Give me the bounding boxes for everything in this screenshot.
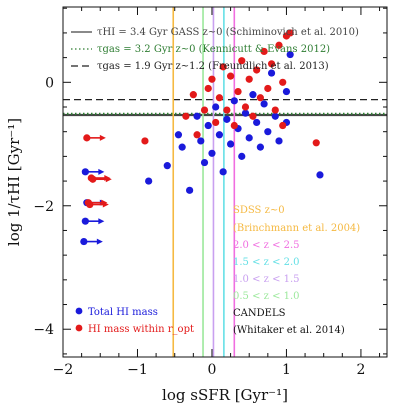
point-0-14 xyxy=(226,140,235,148)
y-tick-label-1: −2 xyxy=(33,199,54,215)
series-legend-label-1: HI mass within r_opt xyxy=(88,324,194,335)
point-0-3 xyxy=(178,143,186,151)
legend-marker-1 xyxy=(75,324,83,332)
legend-label-1: τgas = 3.2 Gyr z~0 (Kennicutt & Evans 20… xyxy=(97,44,330,55)
point-0-20 xyxy=(249,91,257,99)
point-0-22 xyxy=(256,143,264,151)
point-1-29 xyxy=(204,84,212,93)
point-1-12 xyxy=(234,87,242,96)
point-0-1 xyxy=(163,162,171,170)
legend-label-0: τHI = 3.4 Gyr GASS z~0 (Schiminovich et … xyxy=(97,27,359,38)
annotation-2: 2.0 < z < 2.5 xyxy=(233,240,300,251)
series-0 xyxy=(80,50,324,246)
point-1-16 xyxy=(249,112,257,120)
point-0-23 xyxy=(260,100,268,108)
point-1-14 xyxy=(241,103,250,111)
reference-lines xyxy=(63,7,387,357)
point-1-21 xyxy=(267,60,276,68)
x-tick-label-3: 1 xyxy=(282,362,291,378)
x-tick-label-1: −1 xyxy=(127,362,148,378)
point-0-4 xyxy=(186,186,194,194)
point-0-11 xyxy=(215,131,224,139)
point-0-0 xyxy=(145,177,153,185)
point-1-23 xyxy=(275,41,283,49)
point-1-15 xyxy=(245,75,253,83)
point-1-11 xyxy=(230,121,238,130)
point-0-31 xyxy=(316,171,324,179)
point-1-3 xyxy=(193,131,201,139)
point-1-6 xyxy=(212,118,220,127)
limit-arrow-head-1-4 xyxy=(105,176,112,183)
point-0-27 xyxy=(275,137,283,145)
annotation-0: SDSS z~0 xyxy=(233,205,285,216)
annotation-5: 0.5 < z < 1.0 xyxy=(233,291,300,302)
y-tick-label-2: 0 xyxy=(45,75,54,91)
point-0-12 xyxy=(219,168,227,176)
point-1-2 xyxy=(189,91,197,99)
point-1-1 xyxy=(182,112,190,120)
point-1-20 xyxy=(264,84,272,93)
point-1-26 xyxy=(286,29,294,37)
point-1-0 xyxy=(141,137,149,145)
legend-marker-0 xyxy=(75,307,83,315)
point-1-28 xyxy=(312,139,320,147)
point-0-28 xyxy=(282,87,291,96)
annotation-3: 1.5 < z < 2.0 xyxy=(233,257,300,268)
point-1-4 xyxy=(200,106,209,114)
y-axis-title: log 1/τHI [Gyr⁻¹] xyxy=(5,118,23,246)
series-legend-label-0: Total HI mass xyxy=(88,307,158,318)
plot-frame xyxy=(62,6,388,358)
point-1-18 xyxy=(256,94,264,102)
limit-arrow-head-0-2 xyxy=(98,218,105,225)
point-0-17 xyxy=(238,152,246,160)
axes: −2 −1 0 1 2 −4 −2 0 log sSFR [Gyr⁻¹] log 1/τHI [G… xyxy=(5,6,388,404)
point-1-13 xyxy=(238,57,246,65)
annotation-6: CANDELS xyxy=(233,308,286,319)
point-1-5 xyxy=(208,75,216,83)
point-1-27 xyxy=(279,121,287,130)
point-0-15 xyxy=(230,97,238,105)
annotation-4: 1.0 < z < 1.5 xyxy=(233,274,300,285)
limit-arrow-head-1-0 xyxy=(99,134,106,141)
point-0-24 xyxy=(264,128,272,136)
point-1-7 xyxy=(215,94,224,102)
point-0-21 xyxy=(253,118,261,127)
point-1-9 xyxy=(223,106,231,114)
point-1-19 xyxy=(260,47,268,56)
point-1-22 xyxy=(271,106,279,114)
data-points xyxy=(80,29,324,246)
point-0-5 xyxy=(193,112,201,120)
point-0-19 xyxy=(245,134,253,142)
point-0-6 xyxy=(197,137,205,145)
point-0-2 xyxy=(174,131,183,139)
point-0-10 xyxy=(212,103,220,111)
point-1-17 xyxy=(253,66,261,74)
limit-arrow-head-1-3 xyxy=(102,201,109,208)
annotation-1: (Brinchmann et al. 2004) xyxy=(233,223,360,234)
legend: τHI = 3.4 Gyr GASS z~0 (Schiminovich et … xyxy=(71,27,359,335)
point-0-30 xyxy=(286,50,294,59)
series-1 xyxy=(83,29,320,209)
x-axis-title: log sSFR [Gyr⁻¹] xyxy=(162,386,288,404)
point-1-10 xyxy=(226,72,235,80)
x-tick-label-4: 2 xyxy=(356,362,365,378)
x-tick-label-0: −2 xyxy=(53,362,74,378)
point-0-13 xyxy=(223,115,231,123)
limit-arrow-head-0-0 xyxy=(98,168,105,175)
point-0-9 xyxy=(208,149,216,157)
point-0-8 xyxy=(204,121,212,130)
point-1-8 xyxy=(219,63,227,71)
point-1-24 xyxy=(279,78,287,86)
x-tick-label-2: 0 xyxy=(208,362,217,378)
point-0-26 xyxy=(271,112,279,120)
legend-label-2: τgas = 1.9 Gyr z~1.2 (Freundlich et al. … xyxy=(97,61,329,72)
point-0-7 xyxy=(200,158,209,167)
annotation-7: (Whitaker et al. 2014) xyxy=(233,325,345,336)
point-0-18 xyxy=(241,109,250,117)
annotations: SDSS z~0 (Brinchmann et al. 2004) 2.0 < z … xyxy=(233,205,360,336)
limit-arrow-head-0-3 xyxy=(96,238,103,245)
point-0-25 xyxy=(267,69,276,77)
y-tick-label-0: −4 xyxy=(33,322,54,338)
